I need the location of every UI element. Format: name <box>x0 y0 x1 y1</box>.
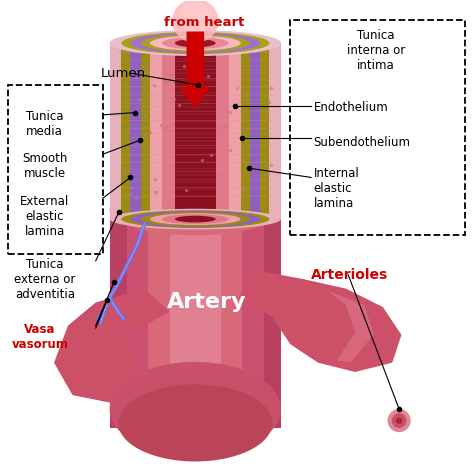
Text: from heart: from heart <box>164 16 245 29</box>
Text: Subendothelium: Subendothelium <box>313 136 410 149</box>
Ellipse shape <box>141 34 250 52</box>
Text: Arterioles: Arterioles <box>311 267 388 281</box>
Polygon shape <box>170 210 221 427</box>
Polygon shape <box>127 210 264 427</box>
FancyArrow shape <box>180 32 211 108</box>
Ellipse shape <box>109 185 281 235</box>
Polygon shape <box>150 43 241 219</box>
Text: Internal
elastic
lamina: Internal elastic lamina <box>313 167 359 211</box>
Polygon shape <box>162 43 228 219</box>
Ellipse shape <box>162 214 228 224</box>
Text: Smooth
muscle: Smooth muscle <box>22 152 67 180</box>
Ellipse shape <box>175 39 216 47</box>
Text: Tunica
externa or
adventitia: Tunica externa or adventitia <box>14 258 75 301</box>
Ellipse shape <box>118 384 273 461</box>
Text: External
elastic
lamina: External elastic lamina <box>20 195 69 238</box>
Polygon shape <box>238 270 401 372</box>
Ellipse shape <box>130 211 260 227</box>
Ellipse shape <box>388 409 410 432</box>
Text: Artery: Artery <box>167 293 246 313</box>
Ellipse shape <box>109 209 281 229</box>
Ellipse shape <box>121 210 269 228</box>
Polygon shape <box>109 210 281 427</box>
Text: Tunica
media: Tunica media <box>26 110 64 138</box>
Ellipse shape <box>109 362 281 456</box>
Ellipse shape <box>130 33 260 53</box>
Polygon shape <box>148 210 242 427</box>
Polygon shape <box>328 291 374 363</box>
Ellipse shape <box>162 37 228 49</box>
Ellipse shape <box>175 216 216 222</box>
Ellipse shape <box>179 2 211 33</box>
Ellipse shape <box>172 0 219 43</box>
Ellipse shape <box>396 418 402 424</box>
Text: Endothelium: Endothelium <box>313 102 388 115</box>
Polygon shape <box>130 43 260 219</box>
Polygon shape <box>121 43 269 219</box>
Polygon shape <box>175 43 216 219</box>
Ellipse shape <box>141 212 250 226</box>
Text: Tunica
interna or
intima: Tunica interna or intima <box>347 28 405 71</box>
Text: Lumen: Lumen <box>101 67 146 80</box>
Polygon shape <box>141 43 250 219</box>
Ellipse shape <box>392 413 407 428</box>
Polygon shape <box>54 288 170 404</box>
Text: Vasa
vasorum: Vasa vasorum <box>12 323 69 351</box>
Ellipse shape <box>109 30 281 56</box>
Polygon shape <box>109 43 281 219</box>
Ellipse shape <box>150 213 241 225</box>
Ellipse shape <box>121 32 269 54</box>
Ellipse shape <box>150 36 241 50</box>
